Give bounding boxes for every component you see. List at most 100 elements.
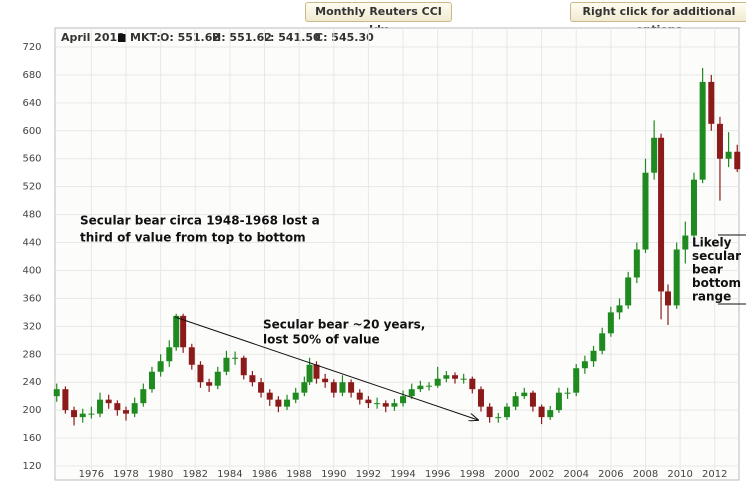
candle-body — [658, 137, 665, 292]
x-tick-label: 2012 — [702, 469, 727, 480]
x-tick-label: 1990 — [321, 469, 346, 480]
title-button[interactable]: Monthly Reuters CCI Idx — [305, 2, 452, 36]
y-tick-label: 160 — [22, 433, 41, 444]
candle-body — [356, 392, 363, 400]
candle-body — [313, 364, 320, 379]
candle-body — [642, 172, 649, 250]
x-tick-label: 1988 — [286, 469, 311, 480]
candle-body — [443, 375, 450, 379]
x-tick-label: 2002 — [529, 469, 554, 480]
candle-body — [690, 179, 697, 236]
candle-body — [673, 249, 680, 306]
x-tick-label: 1992 — [356, 469, 381, 480]
candle-body — [477, 389, 484, 407]
header-open: O: 551.62 — [160, 31, 220, 44]
candle-body — [682, 235, 689, 250]
annotation: range — [692, 290, 731, 304]
candle-body — [114, 403, 121, 411]
header-close: C: 545.30 — [315, 31, 374, 44]
candle-body — [581, 361, 588, 369]
candle-body — [734, 151, 741, 170]
header-date: April 2013 — [61, 31, 125, 44]
candle-body — [564, 392, 571, 394]
candle-body — [365, 399, 372, 404]
x-tick-label: 2000 — [494, 469, 519, 480]
grid: 120 160 200 240 280 320 360 400 440 480 520 560 600 6… — [22, 28, 739, 480]
candle-body — [258, 382, 265, 393]
candle-body — [529, 392, 536, 407]
candle-body — [266, 392, 273, 400]
options-button[interactable]: Right click for additional options — [570, 2, 746, 36]
candle-body — [166, 347, 173, 362]
candle-body — [708, 81, 715, 124]
y-tick-label: 400 — [22, 265, 41, 276]
candle-body — [452, 375, 459, 379]
y-tick-label: 280 — [22, 349, 41, 360]
candle-body — [391, 403, 398, 407]
candle-body — [716, 123, 723, 159]
candle-body — [374, 403, 381, 405]
candle-body — [148, 371, 155, 390]
candle-body — [249, 375, 256, 383]
annotation: lost 50% of value — [263, 333, 380, 347]
y-tick-label: 320 — [22, 321, 41, 332]
y-tick-label: 640 — [22, 98, 41, 109]
candle-body — [547, 410, 554, 418]
candle-body — [426, 385, 433, 387]
candle-body — [521, 392, 528, 397]
candle-body — [616, 305, 623, 313]
candle-body — [62, 389, 69, 411]
y-tick-label: 120 — [22, 461, 41, 472]
candle-body — [53, 389, 60, 397]
x-tick-label: 1986 — [252, 469, 277, 480]
candle-body — [188, 347, 195, 365]
candle-body — [79, 413, 86, 418]
candle-body — [512, 396, 519, 407]
candle-body — [180, 315, 187, 348]
candle-body — [460, 378, 467, 380]
candle-body — [469, 378, 476, 390]
candle-body — [122, 410, 129, 414]
candle-body — [330, 382, 337, 393]
symbol-icon — [118, 34, 126, 42]
annotation: bear — [692, 263, 723, 277]
candle-body — [140, 389, 147, 404]
candle-body — [699, 81, 706, 180]
candle-body — [206, 382, 213, 386]
candle-body — [590, 350, 597, 362]
annotations: Secular bear circa 1948-1968 lost a third… — [80, 214, 746, 421]
annotation: secular — [692, 249, 741, 263]
annotation: third of value from top to bottom — [80, 231, 306, 245]
x-tick-label: 2008 — [633, 469, 658, 480]
y-tick-label: 440 — [22, 238, 41, 249]
candle-body — [173, 315, 180, 348]
candle-body — [292, 392, 299, 400]
candle-body — [408, 389, 415, 397]
x-tick-label: 1994 — [390, 469, 415, 480]
candle-body — [633, 249, 640, 278]
header-symbol: MKT: — [130, 31, 161, 44]
candle-body — [88, 413, 95, 415]
x-tick-label: 1996 — [425, 469, 450, 480]
candle-body — [725, 151, 732, 159]
candle-body — [223, 357, 230, 372]
candle-body — [665, 291, 672, 306]
candle-body — [538, 406, 545, 418]
candle-body — [240, 357, 247, 376]
x-tick-label: 1980 — [148, 469, 173, 480]
candle-body — [486, 406, 493, 418]
candle-body — [651, 137, 658, 173]
x-tick-label: 1998 — [460, 469, 485, 480]
candle-body — [503, 406, 510, 418]
candle-body — [301, 382, 308, 393]
candles — [53, 67, 741, 426]
trend-line — [174, 316, 478, 420]
header: April 2013 MKT: O: 551.62 H: 551.62 L: 5… — [61, 31, 374, 44]
candle-body — [71, 410, 78, 418]
candle-body — [417, 385, 424, 390]
y-tick-label: 600 — [22, 126, 41, 137]
annotation: bottom — [692, 276, 741, 290]
candle-body — [105, 399, 112, 404]
